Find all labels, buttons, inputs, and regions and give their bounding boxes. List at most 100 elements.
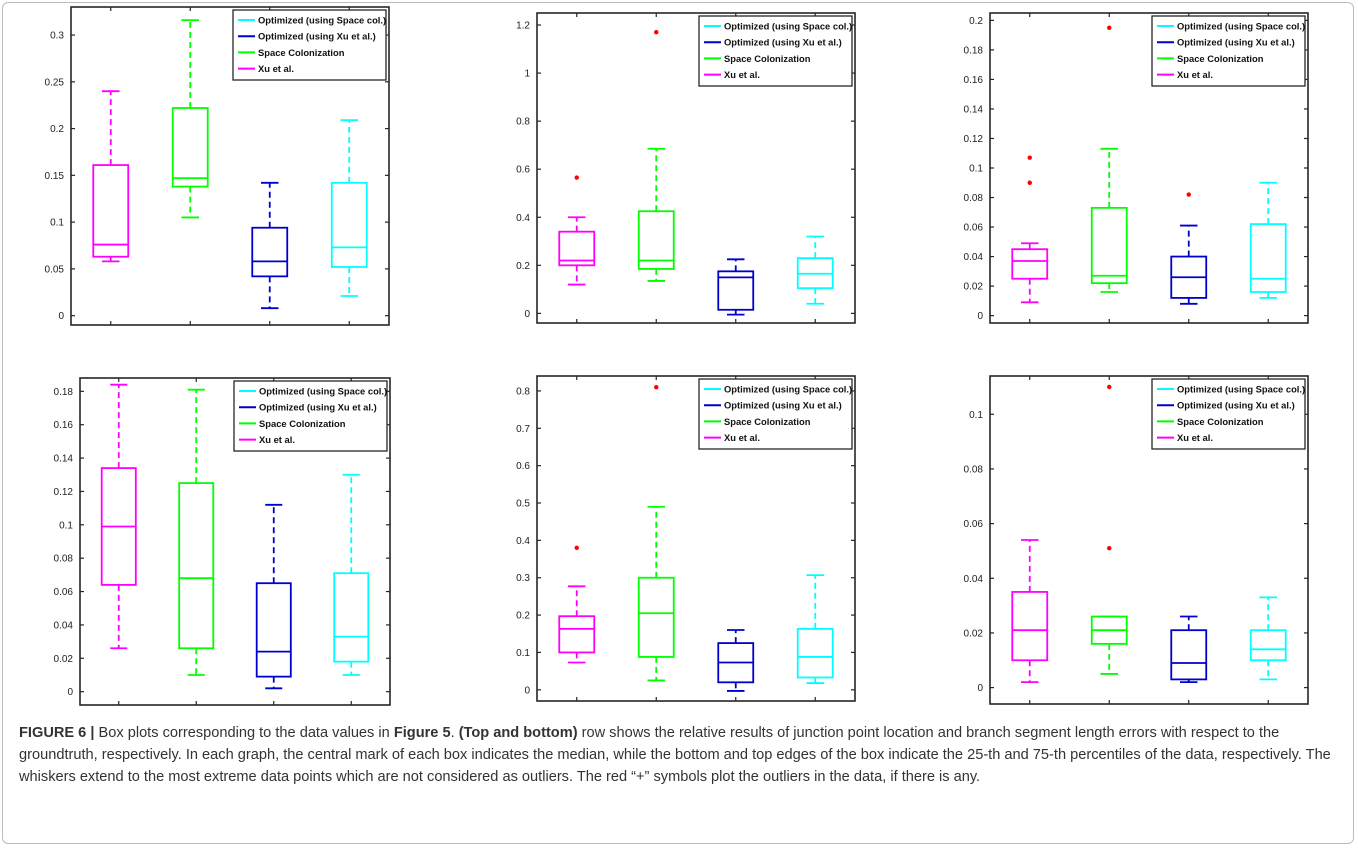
box-space-colonization: [171, 19, 209, 219]
caption-row-ref: (Top and bottom): [458, 725, 578, 741]
caption-figure-label: FIGURE 6 |: [19, 725, 95, 741]
box-xu-et-al-: [558, 545, 596, 664]
legend-label: Optimized (using Space col.): [258, 15, 386, 26]
box-optimized-using-space-col-: [796, 574, 834, 684]
y-tick-label: 0.14: [54, 454, 74, 465]
y-tick-label: 0.1: [969, 410, 983, 421]
legend-label: Optimized (using Space col.): [724, 21, 852, 32]
y-tick-label: 0.16: [964, 75, 984, 86]
iqr-box: [558, 615, 596, 654]
box-space-colonization: [178, 388, 215, 676]
y-tick-label: 0: [524, 309, 530, 320]
legend-label: Optimized (using Xu et al.): [1177, 400, 1295, 411]
y-tick-label: 0.05: [45, 264, 65, 275]
legend-box: [698, 15, 853, 87]
box-optimized-using-space-col-: [333, 473, 370, 676]
box-optimized-using-space-col-: [796, 235, 834, 305]
outlier-point: [1107, 384, 1112, 390]
legend-label: Optimized (using Space col.): [1177, 384, 1305, 395]
legend-label: Space Colonization: [258, 47, 345, 58]
iqr-box: [178, 482, 215, 650]
legend-box: [698, 378, 853, 450]
iqr-box: [1170, 629, 1208, 681]
outlier-point: [1186, 192, 1191, 197]
y-tick-label: 0.2: [516, 261, 530, 272]
y-tick-label: 0.1: [59, 520, 73, 531]
box-optimized-using-xu-et-al-: [255, 503, 292, 690]
legend: Optimized (using Space col.) Optimized (u…: [698, 378, 853, 450]
y-tick-label: 0.2: [969, 16, 983, 27]
chart-panel-bottom-right: 0 0.02 0.04 0.06 0.08 0.1 Optimized (using Spa…: [964, 375, 1309, 705]
legend: Optimized (using Space col.) Optimized (u…: [1151, 15, 1306, 87]
outlier-point: [574, 175, 579, 180]
box-xu-et-al-: [92, 90, 130, 263]
box-optimized-using-space-col-: [1249, 596, 1287, 681]
iqr-box: [558, 230, 596, 267]
legend-label: Xu et al.: [1177, 69, 1213, 80]
legend-box: [232, 9, 387, 81]
box-space-colonization: [1090, 25, 1128, 293]
y-tick-label: 0.06: [964, 223, 984, 234]
legend-label: Space Colonization: [259, 418, 346, 429]
legend-label: Optimized (using Xu et al.): [259, 402, 377, 413]
y-tick-label: 0.8: [516, 386, 530, 397]
legend-label: Optimized (using Space col.): [724, 384, 852, 395]
y-tick-label: 0.04: [54, 620, 74, 631]
legend-label: Xu et al.: [1177, 432, 1213, 443]
y-tick-label: 1.2: [516, 21, 530, 32]
box-xu-et-al-: [558, 175, 596, 286]
box-space-colonization: [1090, 384, 1128, 675]
legend-label: Space Colonization: [1177, 416, 1264, 427]
outlier-point: [654, 385, 659, 390]
legend: Optimized (using Space col.) Optimized (u…: [1151, 378, 1306, 450]
legend-box: [233, 380, 388, 452]
legend-box: [1151, 378, 1306, 450]
iqr-box: [330, 181, 368, 268]
legend-label: Optimized (using Xu et al.): [724, 400, 842, 411]
y-tick-label: 0.6: [516, 461, 530, 472]
outlier-point: [654, 30, 659, 35]
y-tick-label: 0.06: [54, 587, 74, 598]
iqr-box: [637, 210, 675, 270]
y-tick-label: 0.8: [516, 117, 530, 128]
outlier-point: [1107, 25, 1112, 30]
y-tick-label: 0.1: [516, 648, 530, 659]
y-tick-label: 0.08: [964, 193, 984, 204]
y-tick-label: 0.6: [516, 165, 530, 176]
caption-text-3: row shows the relative results of juncti…: [19, 725, 1331, 785]
legend-label: Xu et al.: [724, 69, 760, 80]
legend: Optimized (using Space col.) Optimized (u…: [233, 380, 388, 452]
legend-label: Space Colonization: [724, 416, 811, 427]
y-tick-label: 0.1: [50, 218, 64, 229]
caption-figure-ref: Figure 5: [393, 725, 451, 741]
chart-panel-top-middle: 0 0.2 0.4 0.6 0.8 1 1.2 Optimized (using Space …: [516, 12, 856, 324]
y-tick-label: 0.04: [964, 574, 984, 585]
y-tick-label: 0.06: [964, 519, 984, 530]
y-tick-label: 0.12: [964, 134, 984, 145]
axes-frame: [536, 12, 856, 324]
y-tick-label: 0.08: [964, 464, 984, 475]
y-tick-label: 0.2: [50, 124, 64, 135]
legend: Optimized (using Space col.) Optimized (u…: [698, 15, 853, 87]
legend-box: [1151, 15, 1306, 87]
y-tick-label: 0.5: [516, 499, 530, 510]
y-tick-label: 0: [67, 687, 73, 698]
box-optimized-using-space-col-: [1249, 181, 1287, 299]
caption-text-2: .: [450, 725, 459, 741]
y-tick-label: 0.18: [54, 387, 74, 398]
outlier-point: [1027, 180, 1032, 185]
y-tick-label: 0.7: [516, 424, 530, 435]
y-tick-label: 0: [977, 311, 983, 322]
box-optimized-using-space-col-: [330, 119, 368, 297]
iqr-box: [251, 226, 289, 278]
caption-text-1: Box plots corresponding to the data valu…: [94, 725, 394, 741]
axes-frame: [70, 6, 390, 326]
chart-panel-top-right: 0 0.02 0.04 0.06 0.08 0.1 0.12 0.14 0.16 0.18 0.2 O…: [964, 12, 1309, 324]
box-space-colonization: [637, 30, 675, 282]
y-tick-label: 0.3: [50, 31, 64, 42]
y-tick-label: 0: [977, 683, 983, 694]
legend-label: Xu et al.: [724, 432, 760, 443]
legend-label: Space Colonization: [724, 53, 811, 64]
y-tick-label: 0.02: [54, 654, 74, 665]
